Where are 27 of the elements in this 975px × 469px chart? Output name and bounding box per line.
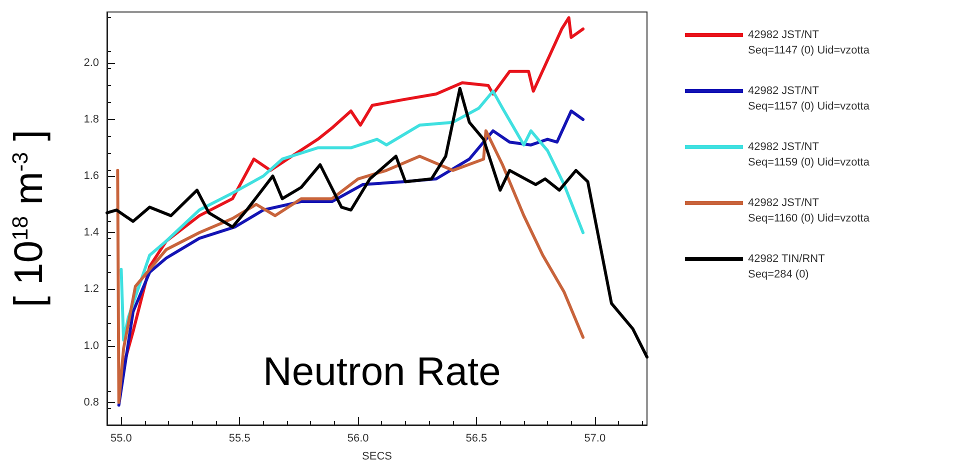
x-tick-label: 57.0 <box>584 432 606 444</box>
y-axis-title: [ 1018 m-3 ] <box>7 130 51 308</box>
x-tick-label: 56.5 <box>466 432 488 444</box>
text: 42982 JST/NT <box>748 141 820 153</box>
x-tick-label: 56.0 <box>347 432 369 444</box>
text: 42982 TIN/RNT <box>748 253 826 265</box>
line-series <box>106 86 648 359</box>
text: 42982 JST/NT <box>748 29 820 41</box>
y-tick-label: 2.0 <box>84 56 99 69</box>
y-tick-label: 1.0 <box>84 340 99 352</box>
annotation: Neutron Rate <box>263 350 501 394</box>
y-tick-label: 1.8 <box>84 113 99 126</box>
text: Seq=1159 (0) Uid=vzotta <box>748 156 870 168</box>
line-series <box>120 90 585 342</box>
text: Seq=1160 (0) Uid=vzotta <box>748 212 870 224</box>
x-tick-label: 55.0 <box>110 432 132 444</box>
text: Seq=1147 (0) Uid=vzotta <box>748 44 870 56</box>
x-tick-label: 55.5 <box>228 432 250 444</box>
y-tick-label: 1.2 <box>84 283 99 296</box>
text: 42982 JST/NT <box>748 197 820 209</box>
text: 42982 JST/NT <box>748 85 820 97</box>
y-tick-label: 1.6 <box>84 170 99 182</box>
text: Seq=1157 (0) Uid=vzotta <box>748 100 870 112</box>
x-axis-title: SECS <box>362 450 392 462</box>
text: Seq=284 (0) <box>748 268 809 280</box>
y-tick-label: 1.4 <box>84 226 99 239</box>
y-tick-label: 0.8 <box>84 396 99 408</box>
